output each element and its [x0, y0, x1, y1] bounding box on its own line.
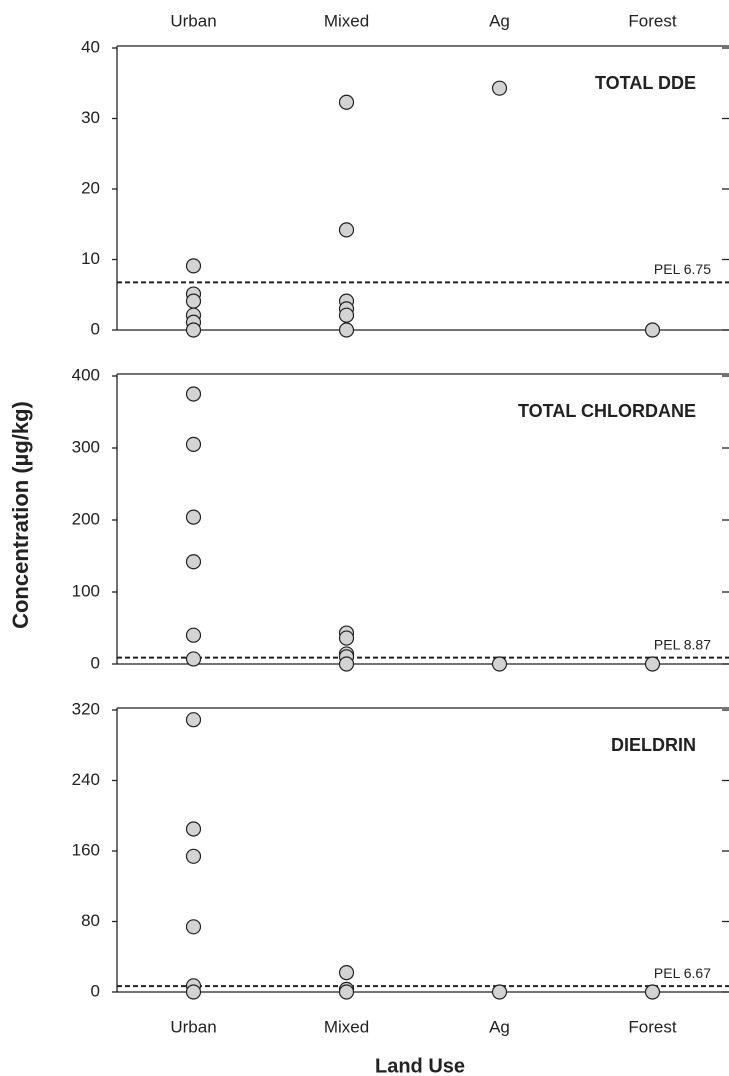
- x-tick-label-top: Urban: [170, 11, 216, 30]
- y-tick-label: 300: [72, 437, 100, 456]
- data-point: [185, 386, 202, 402]
- data-point: [185, 258, 202, 274]
- data-point: [185, 919, 202, 935]
- pel-label: PEL 6.67: [654, 965, 711, 981]
- y-axis-label: Concentration (µg/kg): [8, 401, 33, 629]
- y-tick-label: 100: [72, 581, 100, 600]
- data-point: [185, 848, 202, 864]
- y-tick-label: 20: [81, 178, 100, 197]
- data-point: [338, 656, 355, 672]
- data-point: [644, 656, 661, 672]
- y-tick-label: 200: [72, 509, 100, 528]
- data-point: [185, 984, 202, 1000]
- data-point: [644, 984, 661, 1000]
- data-point: [185, 293, 202, 309]
- data-point: [338, 222, 355, 238]
- data-point: [185, 322, 202, 338]
- x-axis-label: Land Use: [375, 1055, 465, 1076]
- x-tick-label-top: Forest: [628, 11, 676, 30]
- data-point: [491, 656, 508, 672]
- pel-label: PEL 6.75: [654, 261, 711, 277]
- x-tick-label: Forest: [628, 1017, 676, 1036]
- y-tick-label: 0: [91, 653, 100, 672]
- data-point: [185, 627, 202, 643]
- data-point: [338, 322, 355, 338]
- x-tick-label: Mixed: [324, 1017, 369, 1036]
- data-point: [338, 307, 355, 323]
- y-tick-label: 0: [91, 319, 100, 338]
- y-tick-label: 0: [91, 981, 100, 1000]
- data-point: [491, 80, 508, 96]
- x-tick-label: Ag: [489, 1017, 510, 1036]
- y-tick-label: 80: [81, 911, 100, 930]
- y-tick-label: 160: [72, 840, 100, 859]
- data-point: [185, 712, 202, 728]
- panel-title: DIELDRIN: [611, 735, 696, 755]
- data-point: [491, 984, 508, 1000]
- data-point: [644, 322, 661, 338]
- data-point: [185, 554, 202, 570]
- data-point: [338, 984, 355, 1000]
- y-tick-label: 30: [81, 108, 100, 127]
- y-tick-label: 240: [72, 770, 100, 789]
- x-tick-label: Urban: [170, 1017, 216, 1036]
- y-tick-label: 40: [81, 37, 100, 56]
- x-tick-label-top: Mixed: [324, 11, 369, 30]
- pel-label: PEL 8.87: [654, 636, 711, 652]
- y-tick-label: 320: [72, 699, 100, 718]
- data-point: [338, 94, 355, 110]
- data-point: [185, 509, 202, 525]
- data-point: [338, 630, 355, 646]
- y-tick-label: 400: [72, 365, 100, 384]
- data-point: [185, 651, 202, 667]
- y-tick-label: 10: [81, 249, 100, 268]
- x-tick-label-top: Ag: [489, 11, 510, 30]
- data-point: [338, 965, 355, 981]
- data-point: [185, 436, 202, 452]
- panel-title: TOTAL CHLORDANE: [518, 401, 696, 421]
- data-point: [185, 821, 202, 837]
- panel-title: TOTAL DDE: [595, 73, 696, 93]
